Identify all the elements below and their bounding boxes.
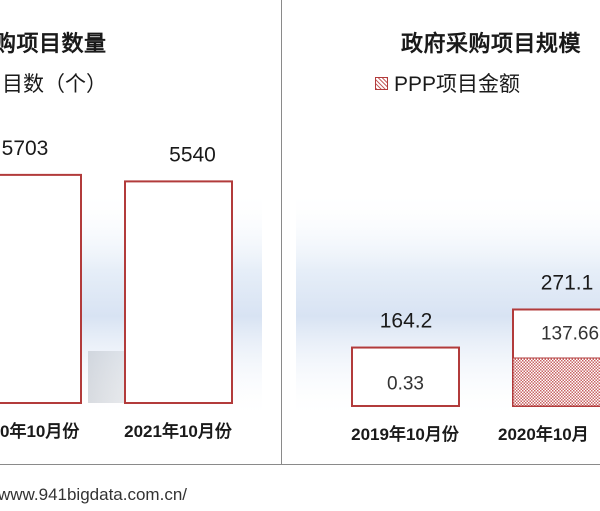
- x-tick-right-1: 2020年10月: [498, 424, 589, 444]
- bar-ppp-segment-1: [512, 357, 600, 407]
- x-tick-left-0: 0年10月份: [0, 421, 80, 441]
- x-tick-right-0: 2019年10月份: [351, 424, 460, 444]
- ppp-legend-swatch: [375, 76, 388, 90]
- segment-label-0: 0.33: [387, 374, 424, 395]
- bar-total-0: [351, 346, 460, 407]
- left-chart-title: 购项目数量: [0, 31, 107, 56]
- source-url[interactable]: www.941bigdata.com.cn/: [0, 485, 187, 504]
- chart-frame: [0, 0, 600, 465]
- segment-label-1: 137.66: [541, 323, 599, 344]
- bar-count-0: [0, 173, 82, 404]
- right-legend: PPP项目金额: [375, 68, 520, 98]
- data-label-count-1: 5540: [169, 143, 216, 166]
- right-chart-title: 政府采购项目规模: [401, 31, 582, 56]
- total-label-0: 164.2: [380, 310, 433, 333]
- left-legend-label: 目数（个）: [2, 73, 107, 96]
- right-legend-label: PPP项目金额: [394, 73, 521, 96]
- total-label-1: 271.1: [541, 271, 594, 294]
- left-legend: 目数（个）: [2, 68, 107, 98]
- x-tick-left-1: 2021年10月份: [124, 421, 233, 441]
- bar-count-1: [124, 180, 233, 404]
- data-label-count-0: 5703: [2, 137, 49, 160]
- panel-divider: [281, 0, 282, 465]
